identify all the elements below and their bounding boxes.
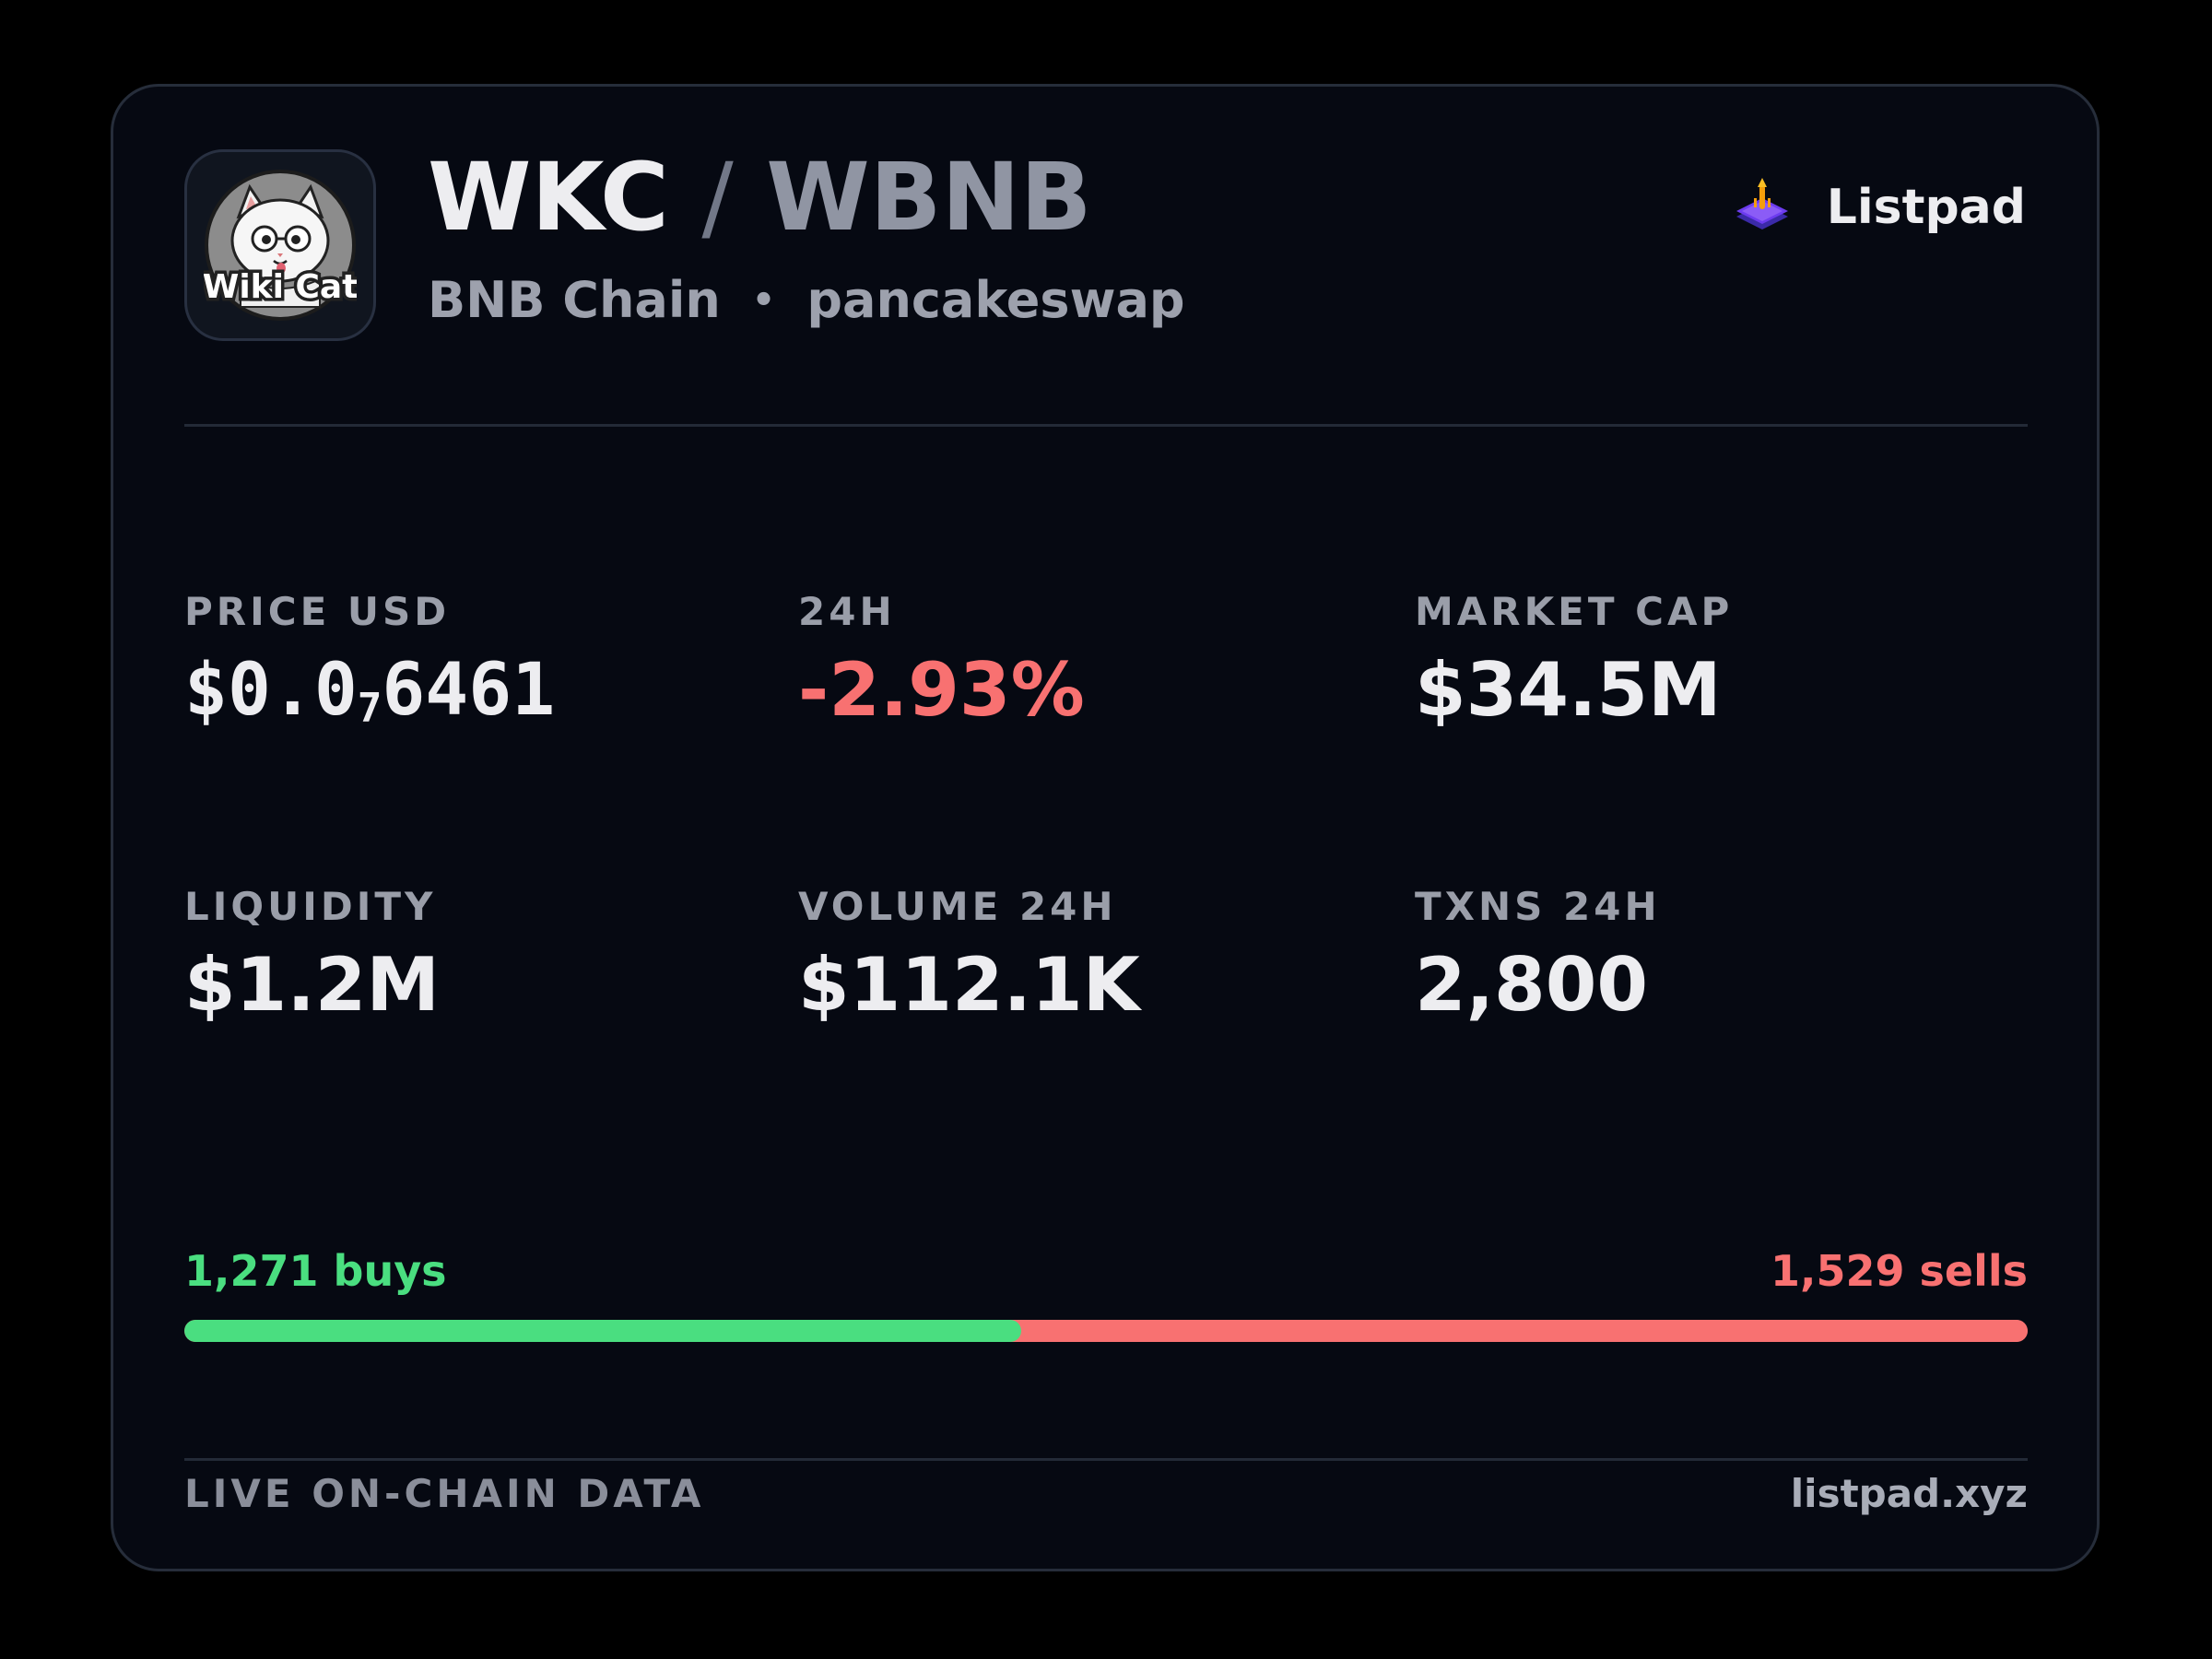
price-digits: 6461 [382, 649, 556, 732]
txns-value: 2,800 [1415, 942, 1649, 1028]
dex-name: pancakeswap [806, 271, 1185, 329]
txns-label: TXNS 24H [1415, 884, 1661, 929]
liquidity-label: LIQUIDITY [184, 884, 437, 929]
stat-volume: VOLUME 24H $112.1K [798, 879, 1388, 1036]
buy-sell-bar [184, 1320, 2028, 1342]
liquidity-value: $1.2M [184, 942, 440, 1028]
volume-label: VOLUME 24H [798, 884, 1117, 929]
svg-text:Wiki Cat: Wiki Cat [204, 268, 357, 306]
footer-link[interactable]: listpad.xyz [1790, 1471, 2028, 1516]
stat-market-cap: MARKET CAP $34.5M [1415, 584, 2005, 741]
change-label: 24H [798, 589, 896, 634]
stat-price: PRICE USD $0.076461 [184, 584, 774, 741]
pair-separator: / [701, 143, 734, 253]
footer-caption: LIVE ON-CHAIN DATA [184, 1471, 705, 1516]
token-logo: Wiki Cat [184, 149, 376, 341]
brand-name: Listpad [1826, 180, 2026, 235]
stat-change: 24H -2.93% [798, 584, 1388, 741]
market-cap-label: MARKET CAP [1415, 589, 1734, 634]
pair-title: WKC / WBNB [428, 138, 1092, 258]
price-value: $0.076461 [184, 640, 774, 741]
pair-subtitle: BNB Chain • pancakeswap [428, 267, 1185, 334]
change-value: -2.93% [798, 647, 1085, 733]
market-cap-value: $34.5M [1415, 647, 1722, 733]
price-zero-count: 7 [357, 685, 382, 732]
sells-label: 1,529 sells [1770, 1246, 2028, 1296]
header-divider [184, 424, 2028, 427]
sells-bar [1022, 1320, 2028, 1342]
stat-txns: TXNS 24H 2,800 [1415, 879, 2005, 1036]
quote-symbol: WBNB [766, 143, 1092, 253]
wiki-cat-logo-icon: Wiki Cat [204, 170, 357, 321]
buys-bar [184, 1320, 1021, 1342]
price-prefix: $0.0 [184, 649, 358, 732]
buys-label: 1,271 buys [184, 1246, 447, 1296]
separator-dot: • [751, 279, 776, 322]
brand[interactable]: Listpad [1729, 171, 2026, 244]
stat-liquidity: LIQUIDITY $1.2M [184, 879, 774, 1036]
price-label: PRICE USD [184, 589, 451, 634]
volume-value: $112.1K [798, 942, 1140, 1028]
footer-divider [184, 1458, 2028, 1461]
base-symbol: WKC [428, 143, 669, 253]
chain-name: BNB Chain [428, 271, 721, 329]
listpad-rocket-icon [1735, 178, 1788, 229]
